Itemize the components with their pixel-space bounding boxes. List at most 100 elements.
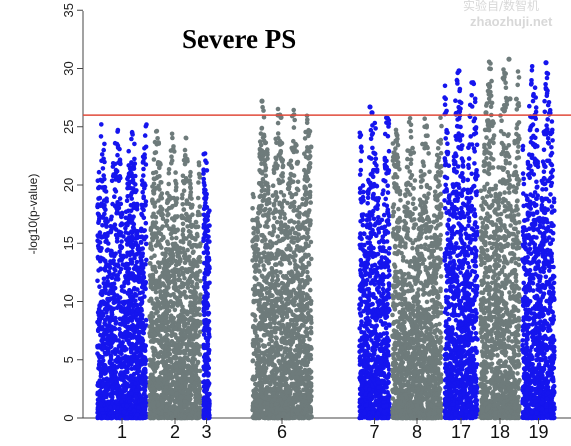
snp-point [96, 213, 102, 219]
snp-point [134, 377, 140, 383]
snp-point [304, 296, 310, 302]
snp-point [108, 354, 114, 359]
snp-point [135, 268, 141, 273]
snp-point [183, 294, 189, 299]
snp-point [304, 200, 309, 205]
snp-point [203, 383, 208, 389]
snp-point [102, 284, 108, 290]
snp-point [141, 166, 146, 172]
snp-point [181, 188, 187, 193]
snp-point [151, 386, 156, 391]
snp-point [95, 243, 101, 249]
snp-point [129, 349, 134, 355]
snp-point [160, 354, 165, 360]
snp-point [189, 204, 195, 210]
snp-point [182, 275, 187, 281]
snp-point [96, 268, 101, 273]
snp-point [181, 328, 186, 333]
snp-point [115, 233, 121, 238]
snp-point [202, 271, 207, 276]
snp-point [307, 208, 312, 213]
snp-point [168, 250, 173, 256]
snp-point [127, 287, 132, 293]
y-tick-label: 5 [61, 356, 76, 363]
snp-point [202, 231, 207, 237]
snp-point [288, 158, 294, 164]
snp-point [186, 371, 191, 376]
snp-point [186, 228, 192, 234]
snp-point [291, 138, 296, 144]
snp-point [126, 148, 131, 154]
snp-point [96, 220, 101, 225]
snp-point [166, 181, 171, 187]
snp-point [99, 326, 105, 332]
snp-point [175, 303, 180, 308]
snp-point [151, 346, 156, 352]
snp-point [192, 326, 197, 331]
snp-point [134, 412, 140, 418]
snp-point [155, 136, 160, 141]
snp-point [130, 403, 135, 408]
snp-point [174, 381, 180, 387]
snp-point [174, 391, 179, 397]
snp-point [143, 375, 149, 381]
snp-point [99, 289, 104, 294]
snp-point [125, 266, 130, 271]
snp-point [115, 273, 120, 278]
snp-point [151, 412, 157, 417]
snp-point [117, 350, 122, 355]
snp-point [207, 334, 212, 340]
snp-point [125, 319, 130, 325]
snp-point [259, 125, 265, 131]
snp-point [104, 238, 109, 243]
snp-point [141, 359, 147, 365]
snp-point [207, 239, 212, 244]
snp-point [306, 260, 312, 266]
snp-point [171, 315, 176, 321]
snp-point [170, 146, 176, 152]
snp-point [196, 333, 201, 338]
snp-point [130, 132, 135, 137]
snp-point [111, 364, 116, 370]
snp-point [104, 391, 110, 397]
snp-point [144, 257, 149, 263]
snp-point [95, 254, 101, 260]
snp-point [203, 415, 208, 421]
snp-point [308, 325, 314, 331]
snp-point [163, 370, 168, 375]
snp-point [167, 193, 172, 199]
snp-point [195, 195, 201, 201]
snp-point [131, 353, 136, 359]
snp-point [112, 266, 117, 272]
snp-point [296, 220, 301, 225]
snp-point [153, 279, 158, 285]
snp-point [117, 196, 123, 201]
snp-point [124, 403, 130, 409]
snp-point [164, 208, 170, 213]
snp-point [194, 231, 200, 237]
snp-point [98, 332, 103, 338]
snp-point [156, 183, 161, 189]
snp-point [160, 338, 166, 343]
snp-point [143, 220, 149, 226]
snp-point [175, 228, 180, 233]
snp-point [108, 251, 114, 257]
snp-point [137, 290, 143, 296]
snp-point [188, 348, 193, 354]
snp-point [108, 228, 113, 234]
snp-point [202, 277, 207, 282]
snp-point [109, 310, 114, 315]
snp-point [132, 156, 137, 162]
snp-point [191, 257, 196, 263]
snp-point [161, 350, 167, 356]
snp-point [251, 225, 256, 231]
snp-point [98, 248, 103, 253]
snp-point [96, 390, 102, 395]
snp-point [162, 363, 168, 369]
snp-point [174, 235, 179, 241]
snp-point [150, 314, 156, 319]
snp-point [126, 235, 131, 241]
snp-point [201, 222, 207, 227]
snp-point [139, 300, 145, 306]
snp-point [173, 181, 179, 186]
